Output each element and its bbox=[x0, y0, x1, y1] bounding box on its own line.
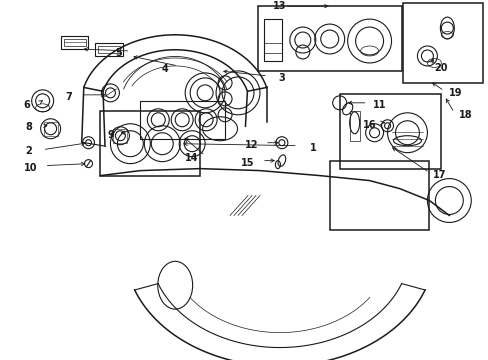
Bar bbox=[95, 43, 123, 56]
Text: 8: 8 bbox=[25, 122, 32, 132]
Text: 9: 9 bbox=[107, 130, 114, 140]
Text: 11: 11 bbox=[372, 100, 386, 110]
Bar bbox=[113, 129, 127, 143]
Text: 17: 17 bbox=[432, 170, 445, 180]
Text: 19: 19 bbox=[447, 88, 461, 98]
Text: 3: 3 bbox=[278, 73, 285, 83]
Bar bbox=[100, 111, 200, 176]
Bar bbox=[264, 19, 281, 61]
Text: 16: 16 bbox=[362, 120, 376, 130]
Text: 4: 4 bbox=[162, 64, 168, 74]
Bar bbox=[403, 3, 482, 83]
Text: 14: 14 bbox=[185, 153, 199, 163]
Bar bbox=[339, 94, 441, 168]
Text: 12: 12 bbox=[244, 140, 258, 150]
Text: 15: 15 bbox=[241, 158, 254, 168]
Bar bbox=[329, 161, 428, 230]
Bar bbox=[61, 36, 88, 49]
Text: 20: 20 bbox=[434, 63, 447, 73]
Text: 10: 10 bbox=[24, 163, 38, 172]
Bar bbox=[140, 101, 224, 139]
Bar bbox=[258, 6, 402, 71]
Text: 5: 5 bbox=[115, 48, 122, 58]
Text: 2: 2 bbox=[25, 146, 32, 156]
Text: 7: 7 bbox=[65, 92, 72, 102]
Text: 6: 6 bbox=[23, 100, 30, 110]
Text: 13: 13 bbox=[273, 1, 286, 11]
Text: 18: 18 bbox=[458, 110, 471, 120]
Bar bbox=[98, 46, 120, 53]
Bar bbox=[349, 111, 359, 141]
Text: 1: 1 bbox=[310, 143, 317, 153]
Bar bbox=[43, 122, 58, 136]
Bar bbox=[63, 39, 85, 46]
